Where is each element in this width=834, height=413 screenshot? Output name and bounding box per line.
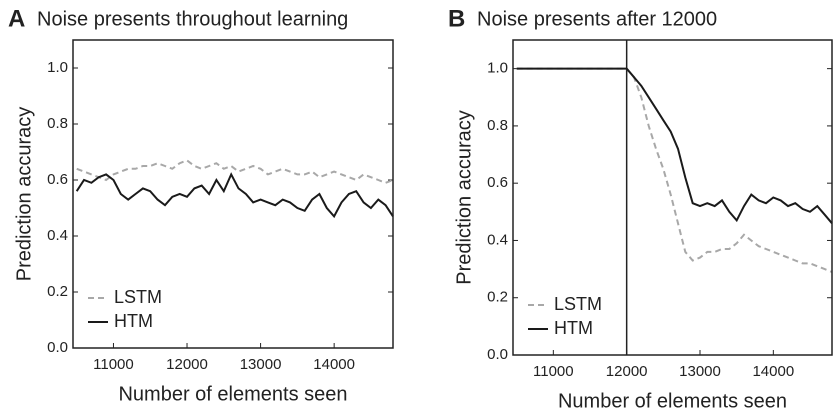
legend-label: LSTM [114,287,162,307]
y-axis-label: Prediction accuracy [453,110,475,285]
x-tick-label: 14000 [752,363,794,380]
series-line [76,159,394,184]
chart-title: Noise presents after 12000 [477,8,717,30]
y-tick-label: 0.8 [47,115,68,132]
legend-label: LSTM [554,294,602,314]
x-axis-label: Number of elements seen [558,390,787,412]
panel-label: B [448,5,465,32]
y-tick-label: 0.6 [487,174,508,191]
y-tick-label: 0.4 [487,231,508,248]
plot-frame [512,39,833,356]
y-tick-label: 1.0 [47,59,68,76]
series-line [75,172,394,219]
chart-title: Noise presents throughout learning [37,8,348,30]
plot-frame [72,39,394,349]
panel-label: A [8,5,25,32]
y-tick-label: 1.0 [487,60,508,77]
y-tick-label: 0.0 [47,339,68,356]
x-tick-label: 14000 [313,356,355,373]
x-tick-label: 12000 [606,363,648,380]
y-tick-label: 0.6 [47,171,68,188]
y-tick-label: 0.8 [487,117,508,134]
series-line [516,67,833,224]
y-tick-label: 0.0 [487,346,508,363]
series-line [516,67,833,273]
y-tick-label: 0.2 [47,283,68,300]
x-tick-label: 13000 [679,363,721,380]
x-axis-label: Number of elements seen [118,383,347,405]
x-tick-label: 11000 [93,356,134,373]
x-tick-label: 13000 [240,356,282,373]
legend-label: HTM [114,311,153,331]
legend-label: HTM [554,318,593,338]
y-tick-label: 0.2 [487,289,508,306]
x-tick-label: 11000 [533,363,574,380]
y-tick-label: 0.4 [47,227,68,244]
y-axis-label: Prediction accuracy [13,107,35,282]
x-tick-label: 12000 [166,356,208,373]
